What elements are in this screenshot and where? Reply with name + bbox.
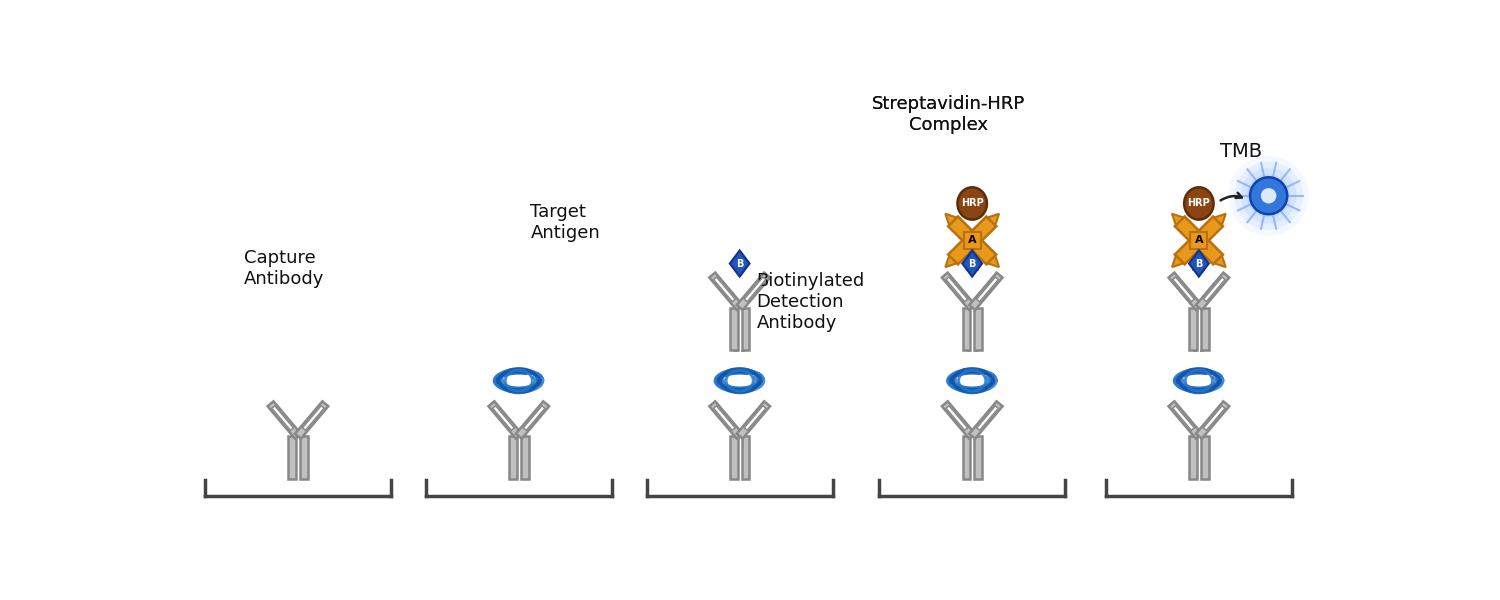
Text: HRP: HRP (1188, 199, 1210, 208)
Polygon shape (942, 272, 975, 310)
Polygon shape (963, 250, 982, 277)
Circle shape (1262, 188, 1276, 203)
Bar (1190, 436, 1197, 479)
Polygon shape (1173, 277, 1194, 302)
Polygon shape (736, 401, 770, 439)
Polygon shape (948, 217, 996, 265)
Polygon shape (1168, 401, 1202, 439)
Polygon shape (946, 277, 968, 302)
Text: A: A (968, 235, 976, 245)
Bar (968, 250, 970, 269)
Bar (730, 308, 738, 350)
Polygon shape (976, 406, 999, 430)
Polygon shape (744, 406, 766, 430)
Polygon shape (730, 250, 750, 277)
Text: B: B (736, 259, 744, 269)
Polygon shape (516, 401, 549, 439)
Bar (963, 308, 970, 350)
Polygon shape (1168, 272, 1202, 310)
Polygon shape (736, 272, 770, 310)
Polygon shape (1214, 214, 1225, 225)
Bar (1194, 250, 1197, 269)
Polygon shape (1190, 250, 1209, 277)
Ellipse shape (957, 187, 987, 220)
Bar (1190, 308, 1197, 350)
Bar (1202, 308, 1209, 350)
Polygon shape (948, 217, 996, 265)
Ellipse shape (1184, 187, 1214, 220)
Bar (1191, 232, 1208, 249)
Polygon shape (1214, 256, 1225, 267)
Polygon shape (942, 401, 975, 439)
Text: Streptavidin-HRP
Complex: Streptavidin-HRP Complex (873, 95, 1026, 134)
Polygon shape (945, 214, 957, 225)
Polygon shape (987, 256, 999, 267)
Polygon shape (1172, 256, 1184, 267)
Bar (974, 308, 982, 350)
Polygon shape (714, 277, 735, 302)
Bar (974, 250, 978, 269)
Bar (730, 436, 738, 479)
Polygon shape (267, 401, 302, 439)
Polygon shape (1196, 272, 1228, 310)
Bar (741, 308, 750, 350)
Polygon shape (303, 406, 324, 430)
Bar (300, 436, 307, 479)
Polygon shape (1196, 401, 1228, 439)
Polygon shape (987, 214, 999, 225)
Polygon shape (1174, 217, 1222, 265)
Bar (1200, 250, 1204, 269)
Bar (963, 436, 970, 479)
Polygon shape (976, 277, 999, 302)
Polygon shape (489, 401, 522, 439)
Polygon shape (524, 406, 544, 430)
Polygon shape (1173, 406, 1194, 430)
Circle shape (1240, 168, 1296, 223)
Circle shape (1250, 177, 1287, 214)
Text: B: B (1196, 259, 1203, 269)
Polygon shape (1203, 406, 1225, 430)
Polygon shape (272, 406, 294, 430)
Bar (974, 436, 982, 479)
Text: B: B (969, 259, 976, 269)
Text: Biotinylated
Detection
Antibody: Biotinylated Detection Antibody (756, 272, 865, 332)
Text: Capture
Antibody: Capture Antibody (243, 249, 324, 288)
Polygon shape (710, 401, 742, 439)
Circle shape (1228, 156, 1310, 236)
Polygon shape (492, 406, 514, 430)
Text: Target
Antigen: Target Antigen (531, 203, 600, 242)
Polygon shape (744, 277, 766, 302)
Text: HRP: HRP (962, 199, 984, 208)
Polygon shape (710, 272, 742, 310)
Circle shape (1234, 162, 1302, 230)
Polygon shape (945, 256, 957, 267)
Bar (741, 436, 750, 479)
Text: TMB: TMB (1221, 142, 1263, 161)
Polygon shape (296, 401, 328, 439)
Polygon shape (969, 272, 1002, 310)
Polygon shape (714, 406, 735, 430)
Text: Streptavidin-HRP
Complex: Streptavidin-HRP Complex (873, 95, 1026, 134)
Polygon shape (1203, 277, 1225, 302)
Polygon shape (946, 406, 968, 430)
Bar (963, 232, 981, 249)
Polygon shape (969, 401, 1002, 439)
Circle shape (1246, 174, 1290, 217)
Bar (1202, 436, 1209, 479)
Bar (288, 436, 296, 479)
Polygon shape (1174, 217, 1222, 265)
Polygon shape (1172, 214, 1184, 225)
Text: A: A (1194, 235, 1203, 245)
Bar (509, 436, 518, 479)
Bar (520, 436, 528, 479)
